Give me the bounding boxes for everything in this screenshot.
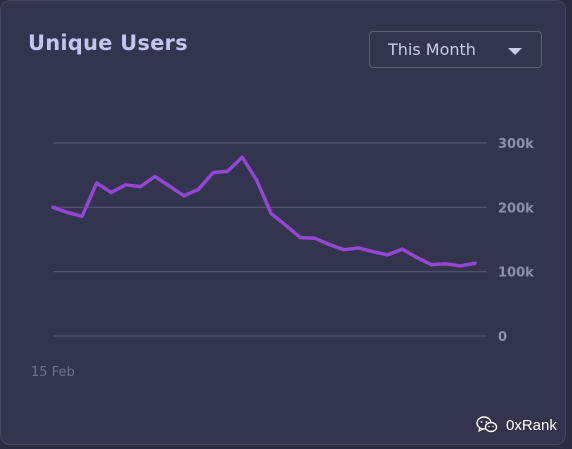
watermark: 0xRank: [476, 414, 557, 436]
period-select[interactable]: This Month: [369, 31, 542, 68]
card-title: Unique Users: [28, 31, 188, 55]
chevron-down-icon: [508, 48, 522, 55]
y-tick-label: 200k: [498, 201, 534, 216]
watermark-text: 0xRank: [506, 416, 557, 434]
x-tick-label: 15 Feb: [31, 365, 75, 380]
y-tick-label: 300k: [498, 137, 534, 152]
y-tick-label: 100k: [498, 266, 534, 281]
series-line: [51, 155, 477, 268]
wechat-icon: [476, 416, 498, 433]
y-tick-label: 0: [498, 330, 507, 345]
period-select-value: This Month: [388, 40, 476, 59]
